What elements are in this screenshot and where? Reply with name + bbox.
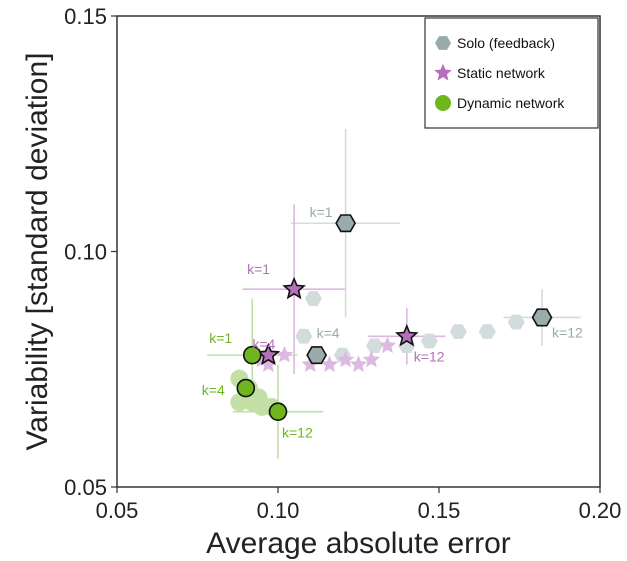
highlight-point (335, 214, 357, 233)
k-label: k=4 (252, 336, 275, 352)
k-label: k=4 (317, 325, 340, 341)
y-tick-label: 0.15 (64, 4, 107, 29)
k-labels: k=1 k=4 k=12 k=1 k=4 k=12 k=1 k=4 k=12 (202, 204, 583, 440)
faint-point (301, 355, 319, 372)
legend-entry-label: Solo (feedback) (457, 35, 555, 51)
k-label: k=1 (310, 204, 333, 220)
faint-point (378, 336, 397, 354)
faint-point (295, 328, 313, 344)
highlight-point (531, 308, 553, 327)
x-tick-label: 0.15 (418, 498, 461, 523)
k-label: k=1 (247, 261, 270, 277)
highlight-point (394, 323, 419, 347)
faint-point (362, 350, 381, 368)
faint-point (304, 291, 322, 306)
faint-point (366, 338, 384, 354)
axis-ticks: 0.05 0.10 0.15 0.20 0.05 0.10 0.15 (64, 4, 621, 523)
highlight-point (242, 345, 262, 365)
faint-point (420, 333, 438, 349)
faint-point (478, 324, 496, 339)
k-label: k=1 (209, 330, 232, 346)
faint-point (230, 393, 249, 412)
x-tick-label: 0.10 (257, 498, 300, 523)
highlight-point (306, 346, 328, 365)
legend: Solo (feedback) Static network Dynamic net… (424, 17, 599, 129)
legend-entry-label: Dynamic network (457, 95, 565, 111)
faint-point (449, 324, 467, 339)
x-tick-label: 0.05 (96, 498, 139, 523)
k-label: k=12 (282, 425, 313, 441)
y-tick-label: 0.05 (64, 475, 107, 500)
legend-marker (435, 36, 451, 50)
y-tick-label: 0.10 (64, 240, 107, 265)
faint-point (275, 345, 294, 363)
k-label: k=12 (414, 348, 445, 364)
faint-point (349, 355, 368, 372)
faint-point (507, 314, 525, 330)
y-axis-label: Variability [standard deviation] (21, 53, 54, 451)
faint-point (320, 355, 339, 372)
legend-box (424, 17, 599, 129)
faint-point (259, 355, 278, 372)
legend-marker (434, 63, 452, 81)
highlight-point (236, 378, 256, 398)
x-tick-label: 0.20 (579, 498, 622, 523)
k-label: k=4 (202, 382, 225, 398)
x-axis-label: Average absolute error (206, 527, 511, 560)
highlight-points (236, 214, 553, 421)
k-label: k=12 (552, 324, 583, 340)
legend-entry-label: Static network (457, 65, 546, 81)
legend-marker (435, 95, 451, 111)
faint-point (336, 350, 355, 368)
highlight-point (282, 276, 306, 300)
highlight-point (268, 402, 288, 421)
